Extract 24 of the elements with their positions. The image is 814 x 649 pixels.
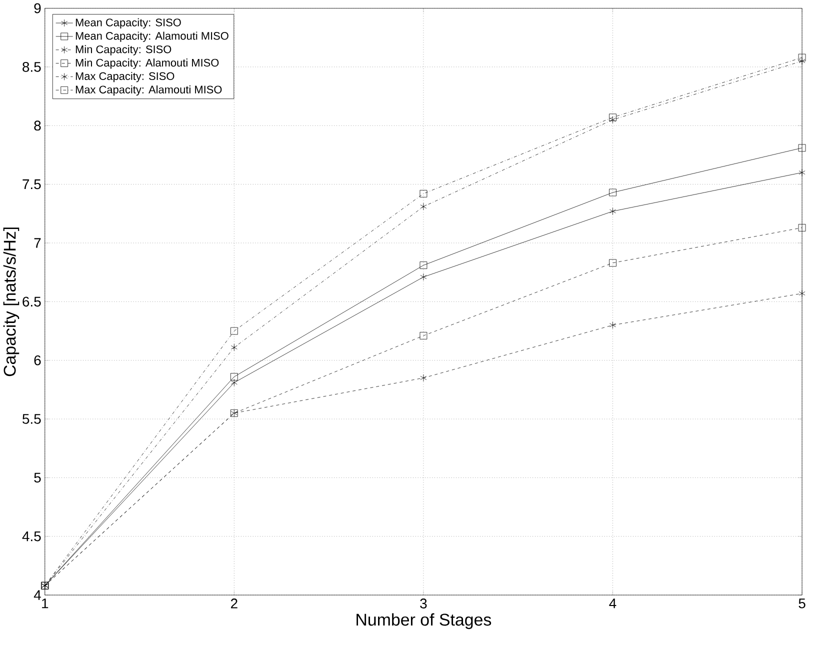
- y-tick-label: 5.5: [22, 414, 41, 424]
- x-tick-label: 5: [798, 598, 806, 608]
- y-tick-label: 6: [34, 355, 41, 366]
- y-tick-label: 8.5: [22, 62, 41, 72]
- y-tick-label: 7.5: [22, 180, 41, 190]
- y-axis-title: Capacity [nats/s/Hz]: [3, 228, 20, 376]
- legend-label: Mean Capacity: SISO: [76, 18, 181, 29]
- y-tick-label: 8: [34, 120, 41, 131]
- legend-label: Max Capacity: SISO: [76, 72, 174, 82]
- y-tick-label: 4.5: [22, 532, 41, 542]
- legend-label: Min Capacity: SISO: [76, 45, 172, 56]
- legend-label: Min Capacity: Alamouti MISO: [76, 58, 219, 69]
- legend-label: Mean Capacity: Alamouti MISO: [76, 32, 228, 42]
- x-axis-title: Number of Stages: [356, 613, 492, 630]
- y-tick-label: 7: [34, 238, 41, 248]
- y-tick-label: 9: [34, 3, 41, 14]
- x-tick-label: 3: [420, 598, 427, 609]
- legend-label: Max Capacity: Alamouti MISO: [76, 85, 222, 96]
- x-tick-label: 4: [609, 598, 616, 608]
- y-tick-label: 4: [34, 590, 41, 600]
- y-tick-label: 6.5: [22, 296, 41, 307]
- x-tick-label: 1: [42, 598, 48, 608]
- y-tick-label: 5: [34, 472, 41, 483]
- x-tick-label: 2: [230, 598, 238, 608]
